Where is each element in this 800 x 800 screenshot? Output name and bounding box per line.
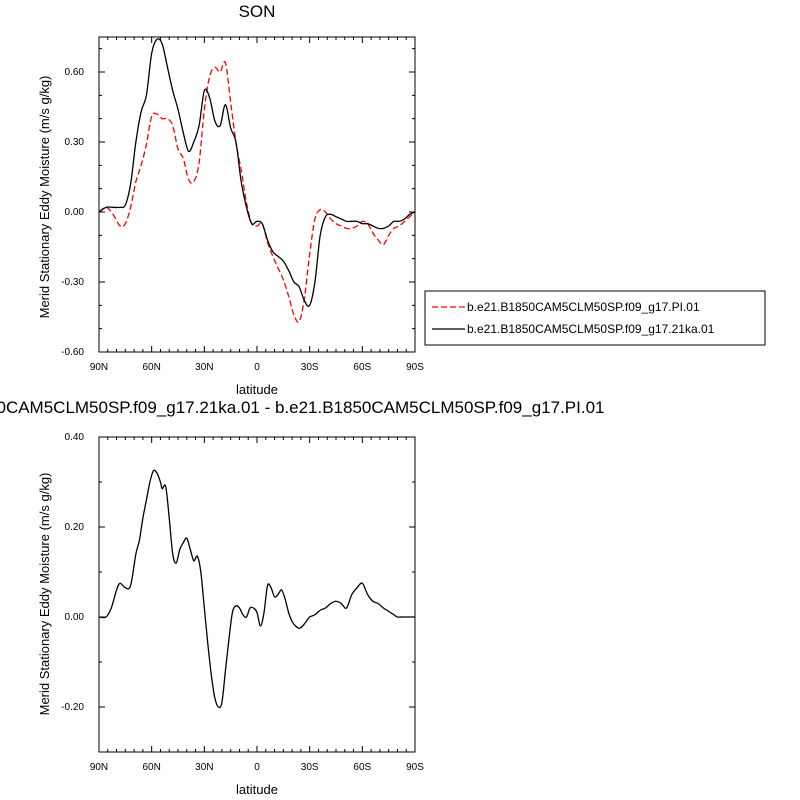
- top-chart-title: SON: [239, 2, 276, 21]
- bottom-chart-title: b.e21.B1850CAM5CLM50SP.f09_g17.21ka.01 -…: [0, 398, 604, 417]
- bottom-axes: 90N 60N 30N 0 30S 60S 90S -0.20 0.00 0.20 0.40: [61, 432, 424, 773]
- bottom-y-tick-label: 0.40: [65, 432, 85, 443]
- top-x-tick-label: 30S: [301, 362, 319, 373]
- bottom-x-tick-label: 0: [254, 762, 260, 773]
- top-y-tick-label: 0.30: [65, 137, 85, 148]
- top-x-tick-label: 90S: [406, 362, 424, 373]
- legend-label-21ka: b.e21.B1850CAM5CLM50SP.f09_g17.21ka.01: [467, 322, 715, 336]
- bottom-x-tick-label: 30N: [195, 762, 213, 773]
- top-x-tick-label: 60S: [353, 362, 371, 373]
- bottom-plot-frame: [98, 436, 416, 753]
- bottom-series-group: [98, 469, 415, 709]
- bottom-x-tick-label: 30S: [301, 762, 319, 773]
- top-x-axis-label: latitude: [236, 382, 278, 397]
- legend-box: [424, 290, 766, 346]
- legend: b.e21.B1850CAM5CLM50SP.f09_g17.PI.01 b.e…: [424, 290, 766, 346]
- top-y-axis-label: Merid Stationary Eddy Moisture (m/s g/kg…: [37, 76, 52, 319]
- top-x-tick-label: 90N: [90, 362, 108, 373]
- top-series-21ka-solid: [98, 38, 416, 308]
- legend-label-pi: b.e21.B1850CAM5CLM50SP.f09_g17.PI.01: [467, 300, 700, 314]
- bottom-x-tick-label: 60S: [353, 762, 371, 773]
- bottom-y-tick-label: 0.20: [65, 522, 85, 533]
- top-x-tick-label: 60N: [142, 362, 160, 373]
- top-y-tick-label: 0.00: [65, 207, 85, 218]
- top-y-tick-label: -0.30: [61, 277, 84, 288]
- bottom-y-tick-label: -0.20: [61, 702, 84, 713]
- bottom-y-tick-label: 0.00: [65, 612, 85, 623]
- top-y-tick-label: 0.60: [65, 67, 85, 78]
- top-x-tick-label: 0: [254, 362, 260, 373]
- bottom-x-tick-label: 90N: [90, 762, 108, 773]
- top-series-group: [98, 38, 416, 323]
- bottom-series-difference: [98, 469, 415, 709]
- top-series-pi-dashed: [98, 60, 416, 323]
- bottom-x-axis-label: latitude: [236, 782, 278, 797]
- bottom-x-tick-label: 60N: [142, 762, 160, 773]
- top-x-tick-label: 30N: [195, 362, 213, 373]
- bottom-x-tick-label: 90S: [406, 762, 424, 773]
- bottom-y-axis-label: Merid Stationary Eddy Moisture (m/s g/kg…: [37, 473, 52, 716]
- bottom-panel: b.e21.B1850CAM5CLM50SP.f09_g17.21ka.01 -…: [0, 398, 604, 797]
- top-axes: 90N 60N 30N 0 30S 60S 90S -0.60 -0.30 0.00 0.30 0.6…: [61, 37, 424, 373]
- top-y-tick-label: -0.60: [61, 347, 84, 358]
- top-plot-frame: [98, 36, 416, 353]
- top-panel: SON 90N 60N 30N 0 30S 60S 90S -0.60 -0.30 0.00 0.3…: [37, 2, 424, 397]
